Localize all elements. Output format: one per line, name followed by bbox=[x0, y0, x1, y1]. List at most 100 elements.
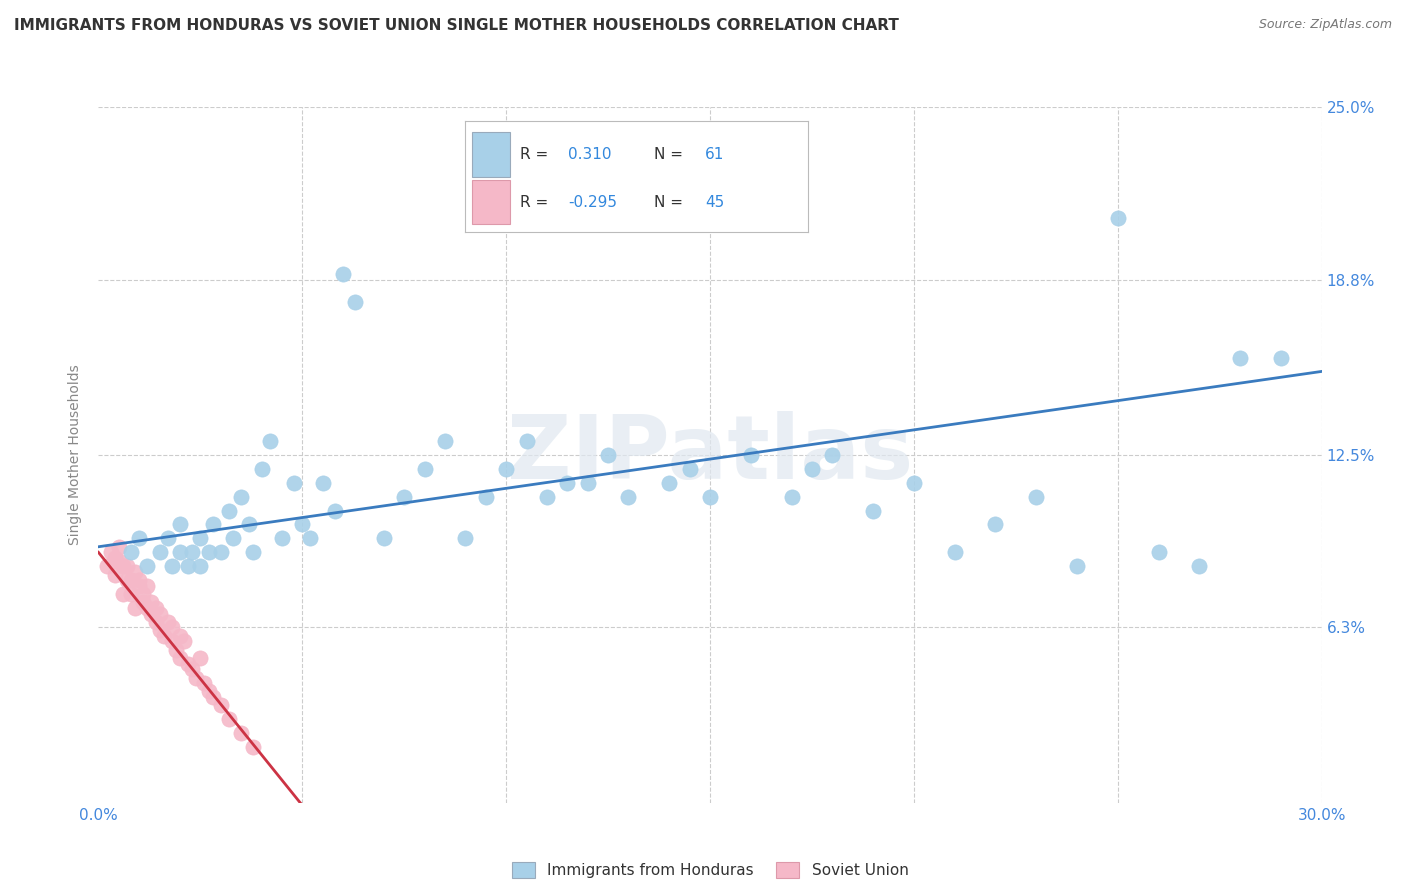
Point bbox=[128, 579, 150, 593]
Point bbox=[188, 559, 212, 574]
Point bbox=[283, 475, 305, 490]
Point bbox=[124, 565, 146, 579]
Point bbox=[181, 545, 204, 559]
Point bbox=[149, 607, 172, 621]
Point bbox=[115, 559, 138, 574]
Point bbox=[136, 579, 159, 593]
Point bbox=[111, 587, 134, 601]
Point bbox=[434, 434, 457, 448]
Point bbox=[132, 595, 155, 609]
Point bbox=[231, 726, 253, 740]
Point bbox=[474, 490, 498, 504]
Y-axis label: Single Mother Households: Single Mother Households bbox=[69, 365, 83, 545]
Point bbox=[160, 620, 183, 634]
Point bbox=[201, 517, 224, 532]
Point bbox=[344, 294, 367, 309]
Point bbox=[238, 517, 260, 532]
Point bbox=[495, 462, 517, 476]
Point bbox=[201, 690, 224, 704]
Point bbox=[120, 573, 142, 587]
Point bbox=[141, 607, 163, 621]
Text: IMMIGRANTS FROM HONDURAS VS SOVIET UNION SINGLE MOTHER HOUSEHOLDS CORRELATION CH: IMMIGRANTS FROM HONDURAS VS SOVIET UNION… bbox=[14, 18, 898, 33]
Point bbox=[780, 490, 803, 504]
Point bbox=[111, 559, 134, 574]
Point bbox=[413, 462, 436, 476]
Point bbox=[679, 462, 702, 476]
Point bbox=[188, 532, 212, 546]
Point bbox=[177, 657, 200, 671]
Point bbox=[145, 615, 167, 629]
Point bbox=[96, 559, 118, 574]
Point bbox=[169, 517, 191, 532]
Point bbox=[218, 712, 240, 726]
Point bbox=[801, 462, 824, 476]
Point bbox=[862, 503, 884, 517]
Point bbox=[699, 490, 721, 504]
Point bbox=[658, 475, 681, 490]
Point bbox=[152, 629, 174, 643]
Point bbox=[259, 434, 281, 448]
Point bbox=[120, 587, 142, 601]
Point bbox=[617, 490, 640, 504]
Point bbox=[156, 532, 179, 546]
Point bbox=[516, 434, 538, 448]
Point bbox=[332, 267, 354, 281]
Point bbox=[173, 634, 195, 648]
Point bbox=[291, 517, 314, 532]
Point bbox=[1025, 490, 1047, 504]
Point bbox=[242, 740, 264, 755]
Point bbox=[100, 545, 122, 559]
Point bbox=[312, 475, 335, 490]
Point bbox=[1229, 351, 1251, 365]
Point bbox=[821, 448, 844, 462]
Point bbox=[250, 462, 273, 476]
Point bbox=[104, 567, 127, 582]
Point bbox=[128, 532, 150, 546]
Point bbox=[242, 545, 264, 559]
Point bbox=[149, 545, 172, 559]
Point bbox=[392, 490, 416, 504]
Point bbox=[177, 559, 200, 574]
Point bbox=[323, 503, 346, 517]
Point bbox=[1066, 559, 1088, 574]
Point bbox=[160, 559, 183, 574]
Point bbox=[136, 559, 159, 574]
Point bbox=[1270, 351, 1292, 365]
Point bbox=[576, 475, 599, 490]
Point bbox=[1188, 559, 1211, 574]
Point bbox=[181, 662, 204, 676]
Point bbox=[160, 634, 183, 648]
Point bbox=[373, 532, 395, 546]
Point bbox=[141, 595, 163, 609]
Point bbox=[186, 671, 208, 685]
Point bbox=[218, 503, 240, 517]
Point bbox=[149, 624, 172, 638]
Point bbox=[169, 651, 191, 665]
Point bbox=[165, 642, 187, 657]
Point bbox=[1147, 545, 1170, 559]
Point bbox=[104, 550, 127, 565]
Point bbox=[108, 540, 131, 554]
Point bbox=[136, 601, 159, 615]
Point bbox=[193, 676, 215, 690]
Point bbox=[120, 545, 142, 559]
Legend: Immigrants from Honduras, Soviet Union: Immigrants from Honduras, Soviet Union bbox=[503, 855, 917, 886]
Point bbox=[557, 475, 579, 490]
Point bbox=[209, 698, 232, 713]
Point bbox=[1107, 211, 1129, 226]
Point bbox=[984, 517, 1007, 532]
Point bbox=[197, 545, 219, 559]
Point bbox=[169, 545, 191, 559]
Point bbox=[188, 651, 212, 665]
Text: Source: ZipAtlas.com: Source: ZipAtlas.com bbox=[1258, 18, 1392, 31]
Point bbox=[156, 615, 179, 629]
Point bbox=[903, 475, 925, 490]
Point bbox=[231, 490, 253, 504]
Point bbox=[270, 532, 294, 546]
Text: ZIPatlas: ZIPatlas bbox=[508, 411, 912, 499]
Point bbox=[115, 573, 138, 587]
Point bbox=[222, 532, 245, 546]
Point bbox=[132, 587, 155, 601]
Point bbox=[598, 448, 620, 462]
Point bbox=[299, 532, 322, 546]
